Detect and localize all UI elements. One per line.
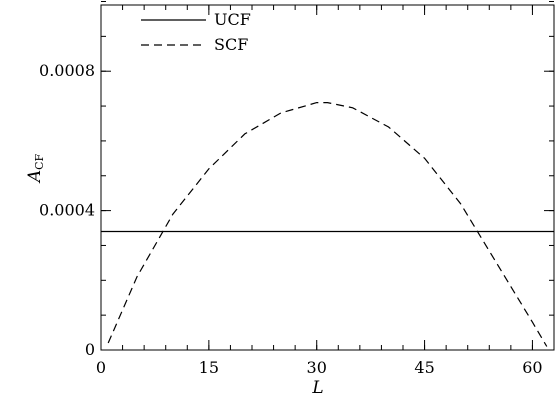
axis-ticks xyxy=(100,1,555,351)
x-tick-label: 15 xyxy=(199,358,219,377)
x-tick-label: 0 xyxy=(96,358,106,377)
legend: UCF SCF xyxy=(141,10,251,54)
x-tick-labels: 0 15 30 45 60 xyxy=(96,358,543,377)
y-tick-labels: 0 0.0004 0.0008 xyxy=(39,61,95,359)
x-tick-label: 45 xyxy=(414,358,434,377)
x-tick-label: 60 xyxy=(522,358,542,377)
plot-frame xyxy=(100,4,555,351)
y-tick-label: 0.0004 xyxy=(39,201,95,220)
y-axis-label-sub: CF xyxy=(33,153,46,169)
x-axis-label: L xyxy=(311,378,323,398)
y-axis-label: ACF xyxy=(25,153,46,184)
legend-label-scf: SCF xyxy=(214,35,248,54)
series-lines xyxy=(101,101,554,347)
x-tick-label: 30 xyxy=(307,358,327,377)
y-tick-label: 0.0008 xyxy=(39,61,95,80)
legend-label-ucf: UCF xyxy=(214,10,251,29)
y-axis-label-main: A xyxy=(25,170,45,184)
series-line-scf xyxy=(107,101,548,347)
y-tick-label: 0 xyxy=(85,340,95,359)
